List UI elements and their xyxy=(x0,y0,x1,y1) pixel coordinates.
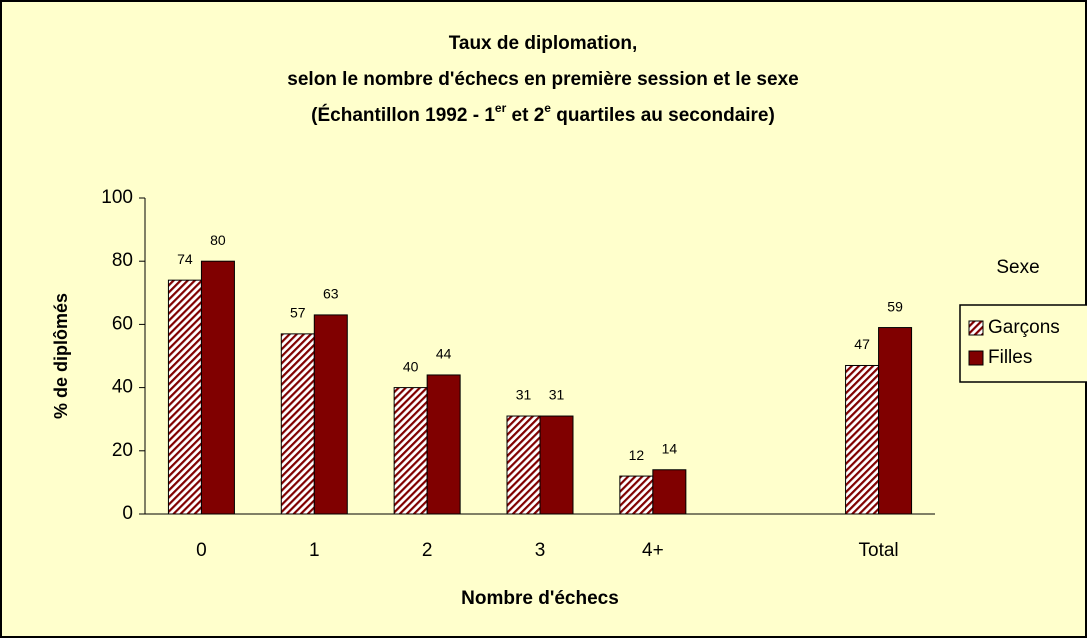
value-label: 74 xyxy=(177,251,193,267)
y-axis-label: % de diplômés xyxy=(51,293,71,419)
y-tick-label: 0 xyxy=(122,503,133,524)
value-label: 63 xyxy=(323,286,339,302)
title-text: quartiles au secondaire) xyxy=(551,105,775,126)
y-tick-label: 40 xyxy=(112,377,133,398)
value-label: 14 xyxy=(662,440,678,456)
value-label: 80 xyxy=(210,232,226,248)
bar xyxy=(280,333,315,515)
legend-label: Garçons xyxy=(988,317,1060,338)
bar xyxy=(167,279,202,515)
value-label: 31 xyxy=(549,387,565,403)
title-superscript: er xyxy=(495,101,507,115)
y-tick-label: 80 xyxy=(112,250,133,271)
title-superscript: e xyxy=(544,101,551,115)
value-label: 47 xyxy=(854,336,870,352)
value-label: 57 xyxy=(290,305,306,321)
legend-box xyxy=(959,304,1087,383)
legend-swatch xyxy=(968,320,984,336)
bar xyxy=(652,469,687,515)
y-tick-label: 100 xyxy=(101,187,133,208)
bar xyxy=(619,475,654,515)
x-tick-label: 0 xyxy=(196,540,207,561)
chart-title: selon le nombre d'échecs en première ses… xyxy=(287,69,798,90)
x-axis-label: Nombre d'échecs xyxy=(461,588,619,609)
x-tick-label: 2 xyxy=(422,540,433,561)
chart-title: Taux de diplomation, xyxy=(449,33,638,54)
legend-title: Sexe xyxy=(996,257,1039,278)
bar xyxy=(506,415,541,515)
title-text: (Échantillon 1992 - 1 xyxy=(311,104,495,126)
x-tick-label: Total xyxy=(859,540,899,561)
bar xyxy=(393,387,428,515)
bar xyxy=(539,415,574,515)
bar xyxy=(878,327,913,515)
x-tick-label: 4+ xyxy=(642,540,664,561)
x-tick-label: 1 xyxy=(309,540,320,561)
x-tick-label: 3 xyxy=(535,540,546,561)
value-label: 31 xyxy=(516,387,532,403)
bar xyxy=(313,314,348,515)
chart-title: (Échantillon 1992 - 1er et 2e quartiles … xyxy=(311,101,775,126)
title-text: et 2 xyxy=(506,105,544,126)
y-tick-label: 20 xyxy=(112,440,133,461)
legend-swatch xyxy=(968,350,984,366)
bar xyxy=(426,374,461,515)
value-label: 12 xyxy=(629,447,645,463)
value-label: 59 xyxy=(887,298,903,314)
value-label: 40 xyxy=(403,358,419,374)
bar xyxy=(200,260,235,515)
value-label: 44 xyxy=(436,346,452,362)
y-tick-label: 60 xyxy=(112,313,133,334)
bar xyxy=(845,364,880,515)
legend-label: Filles xyxy=(988,347,1032,368)
